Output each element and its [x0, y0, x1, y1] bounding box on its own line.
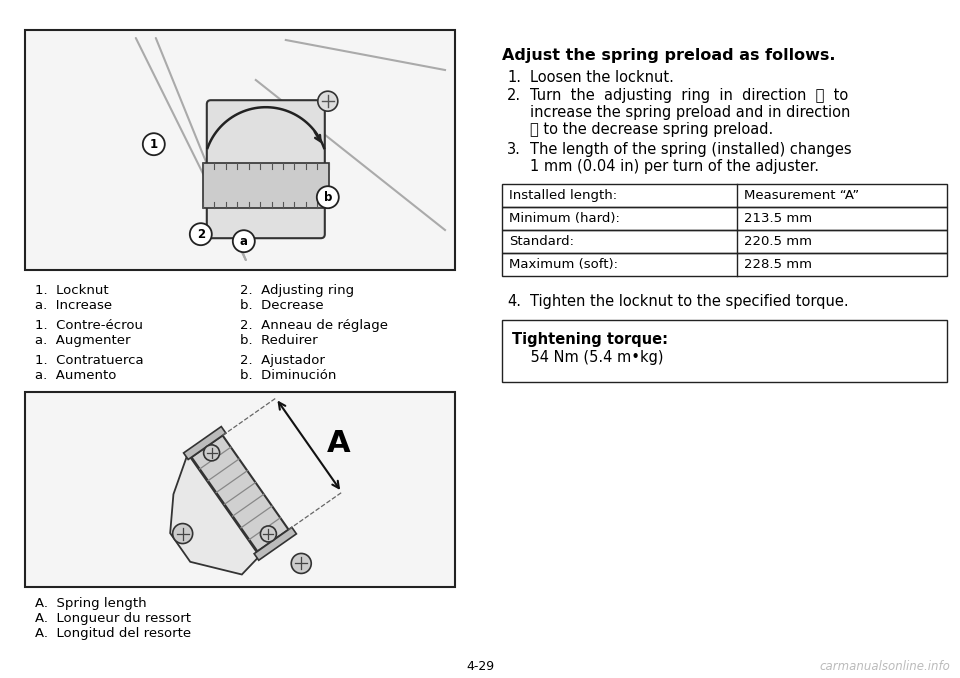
Text: b.  Reduirer: b. Reduirer: [240, 334, 318, 347]
Bar: [502, 230, 947, 253]
Text: Loosen the locknut.: Loosen the locknut.: [530, 70, 674, 85]
Circle shape: [143, 133, 165, 155]
Text: Adjust the spring preload as follows.: Adjust the spring preload as follows.: [502, 48, 835, 63]
Text: A.  Longueur du ressort: A. Longueur du ressort: [35, 612, 191, 625]
Text: Minimum (hard):: Minimum (hard):: [509, 212, 620, 225]
Text: Tighten the locknut to the specified torque.: Tighten the locknut to the specified tor…: [530, 294, 849, 309]
Text: 4-29: 4-29: [466, 660, 494, 673]
Bar: [25, 392, 455, 587]
Text: ⓑ to the decrease spring preload.: ⓑ to the decrease spring preload.: [530, 122, 773, 137]
Bar: [203, 163, 328, 208]
Circle shape: [232, 231, 254, 252]
Text: b: b: [324, 191, 332, 203]
Text: A.  Spring length: A. Spring length: [35, 597, 147, 610]
Text: Maximum (soft):: Maximum (soft):: [509, 258, 618, 271]
Text: a: a: [240, 235, 248, 247]
Polygon shape: [183, 426, 226, 460]
Bar: [502, 184, 947, 207]
Text: 228.5 mm: 228.5 mm: [744, 258, 812, 271]
Text: 213.5 mm: 213.5 mm: [744, 212, 812, 225]
Polygon shape: [170, 454, 259, 574]
Bar: [25, 30, 455, 270]
Text: 54 Nm (5.4 m•kg): 54 Nm (5.4 m•kg): [512, 350, 663, 365]
Text: The length of the spring (installed) changes: The length of the spring (installed) cha…: [530, 142, 852, 157]
Text: Turn  the  adjusting  ring  in  direction  ⓐ  to: Turn the adjusting ring in direction ⓐ t…: [530, 88, 849, 103]
Text: 1.  Contre-écrou: 1. Contre-écrou: [35, 319, 143, 332]
Text: b.  Diminución: b. Diminución: [240, 369, 336, 382]
Text: Standard:: Standard:: [509, 235, 574, 248]
Circle shape: [260, 526, 276, 542]
Text: 4.: 4.: [507, 294, 521, 309]
Text: 2.: 2.: [507, 88, 521, 103]
Text: increase the spring preload and in direction: increase the spring preload and in direc…: [530, 105, 851, 120]
Text: A.  Longitud del resorte: A. Longitud del resorte: [35, 627, 191, 640]
Circle shape: [317, 186, 339, 208]
Circle shape: [318, 92, 338, 111]
Circle shape: [291, 553, 311, 574]
Polygon shape: [191, 435, 289, 551]
Text: 2.  Adjusting ring: 2. Adjusting ring: [240, 284, 354, 297]
Text: 220.5 mm: 220.5 mm: [744, 235, 812, 248]
Text: a.  Aumento: a. Aumento: [35, 369, 116, 382]
Text: 1: 1: [150, 138, 157, 151]
Circle shape: [204, 445, 220, 461]
Text: Measurement “A”: Measurement “A”: [744, 189, 859, 202]
Text: Installed length:: Installed length:: [509, 189, 617, 202]
Text: 3.: 3.: [507, 142, 521, 157]
Text: carmanualsonline.info: carmanualsonline.info: [819, 660, 950, 673]
Text: 1.  Locknut: 1. Locknut: [35, 284, 108, 297]
Bar: [502, 207, 947, 230]
Text: A: A: [326, 428, 350, 458]
Text: a.  Augmenter: a. Augmenter: [35, 334, 131, 347]
Circle shape: [190, 223, 212, 245]
Text: Tightening torque:: Tightening torque:: [512, 332, 668, 347]
Text: 2: 2: [197, 228, 204, 241]
Text: 1.: 1.: [507, 70, 521, 85]
Text: b.  Decrease: b. Decrease: [240, 299, 324, 312]
Bar: [502, 320, 947, 382]
Bar: [502, 253, 947, 276]
Text: 2.  Ajustador: 2. Ajustador: [240, 354, 324, 367]
FancyBboxPatch shape: [206, 100, 324, 238]
Text: 2.  Anneau de réglage: 2. Anneau de réglage: [240, 319, 388, 332]
Polygon shape: [254, 527, 297, 560]
Circle shape: [173, 523, 193, 544]
Text: 1.  Contratuerca: 1. Contratuerca: [35, 354, 144, 367]
Text: 1 mm (0.04 in) per turn of the adjuster.: 1 mm (0.04 in) per turn of the adjuster.: [530, 159, 819, 174]
Text: a.  Increase: a. Increase: [35, 299, 112, 312]
